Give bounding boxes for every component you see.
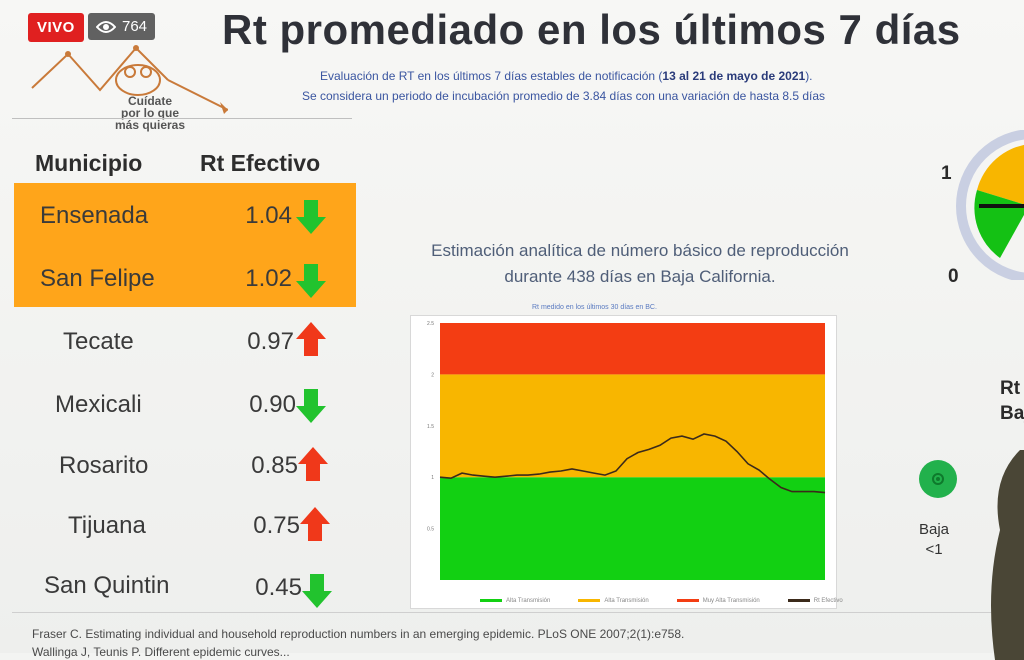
slide-title: Rt promediado en los últimos 7 días (222, 6, 961, 53)
municipio-name: Rosarito (59, 452, 149, 479)
y-tick-label: 0.5 (427, 527, 434, 533)
region-label: Baja (1000, 403, 1024, 424)
level-indicator-icon (919, 460, 957, 498)
subtitle-line-1: Evaluación de RT en los últimos 7 días e… (320, 69, 813, 83)
column-header-rt: Rt Efectivo (200, 150, 321, 176)
column-header-municipio: Municipio (35, 150, 143, 176)
arrow-up-icon (300, 507, 330, 541)
viewer-count-badge: 764 (88, 13, 156, 40)
arrow-down-icon (296, 389, 326, 423)
chart-title: Estimación analítica de número básico de… (380, 238, 900, 290)
arrow-up-icon (298, 447, 328, 481)
zone-band (440, 323, 825, 375)
level-value: <1 (925, 541, 943, 558)
legend-item: Muy Alta Transmisión (676, 598, 760, 604)
zone-band (440, 374, 825, 478)
rt-gauge (956, 130, 1024, 280)
arrow-down-icon (296, 264, 326, 298)
side-panel-label: Rt Baja (1000, 376, 1024, 426)
logo-caption: Cuídate por lo que más quieras (114, 94, 186, 132)
municipio-name: Tijuana (68, 512, 146, 539)
reference-1: Fraser C. Estimating individual and hous… (32, 627, 685, 641)
rt-series-line (439, 433, 826, 494)
rt-value: 0.97 (247, 328, 294, 355)
level-name: Baja (919, 521, 950, 538)
legend-item: Alta Transmisión (480, 598, 550, 604)
chart-title-line-2: durante 438 días en Baja California. (504, 267, 776, 286)
viewer-count: 764 (122, 18, 148, 35)
gauge-label-low: 0 (948, 266, 959, 287)
arrow-down-icon (296, 200, 326, 234)
rt-value: 0.90 (249, 391, 296, 418)
municipio-name: Mexicali (55, 391, 142, 418)
chart-legend: Alta Transmisión Alta Transmisión Muy Al… (480, 598, 843, 604)
rt-line-chart: 2.5 2 1.5 1 0.5 (427, 321, 826, 580)
presenter-silhouette (991, 450, 1024, 660)
rt-label: Rt (1000, 378, 1021, 399)
municipio-name: Ensenada (40, 202, 149, 229)
arrow-up-icon (296, 322, 326, 356)
subtitle-line-2: Se considera un periodo de incubación pr… (302, 89, 826, 103)
highlight-box (14, 183, 356, 307)
divider (12, 118, 352, 119)
municipio-name: San Felipe (40, 265, 155, 292)
footer-divider (12, 612, 1012, 613)
chart-title-line-1: Estimación analítica de número básico de… (431, 241, 849, 260)
zone-band (440, 477, 825, 580)
y-tick-label: 2 (431, 372, 434, 378)
arrow-down-icon (302, 574, 332, 608)
rt-value: 1.04 (245, 202, 292, 229)
level-label: Baja <1 (919, 520, 949, 560)
chart-subtitle: Rt medido en los últimos 30 días en BC. (532, 304, 657, 311)
gauge-label-high: 1 (941, 163, 952, 184)
reference-2: Wallinga J, Teunis P. Different epidemic… (32, 645, 290, 659)
municipio-name: San Quintin (44, 572, 170, 599)
rt-value: 1.02 (245, 265, 292, 292)
legend-item: Rt Efectivo (787, 598, 843, 604)
y-tick-label: 1 (431, 475, 434, 481)
campaign-logo-icon (31, 45, 228, 114)
municipio-name: Tecate (63, 328, 134, 355)
legend-item: Alta Transmisión (578, 598, 649, 604)
y-tick-label: 2.5 (427, 321, 434, 327)
eye-icon (96, 20, 116, 33)
gear-icon (932, 473, 944, 485)
live-badge: VIVO (28, 13, 84, 42)
y-tick-label: 1.5 (427, 424, 434, 430)
rt-value: 0.45 (255, 574, 302, 601)
rt-value: 0.75 (253, 512, 300, 539)
rt-value: 0.85 (251, 452, 298, 479)
